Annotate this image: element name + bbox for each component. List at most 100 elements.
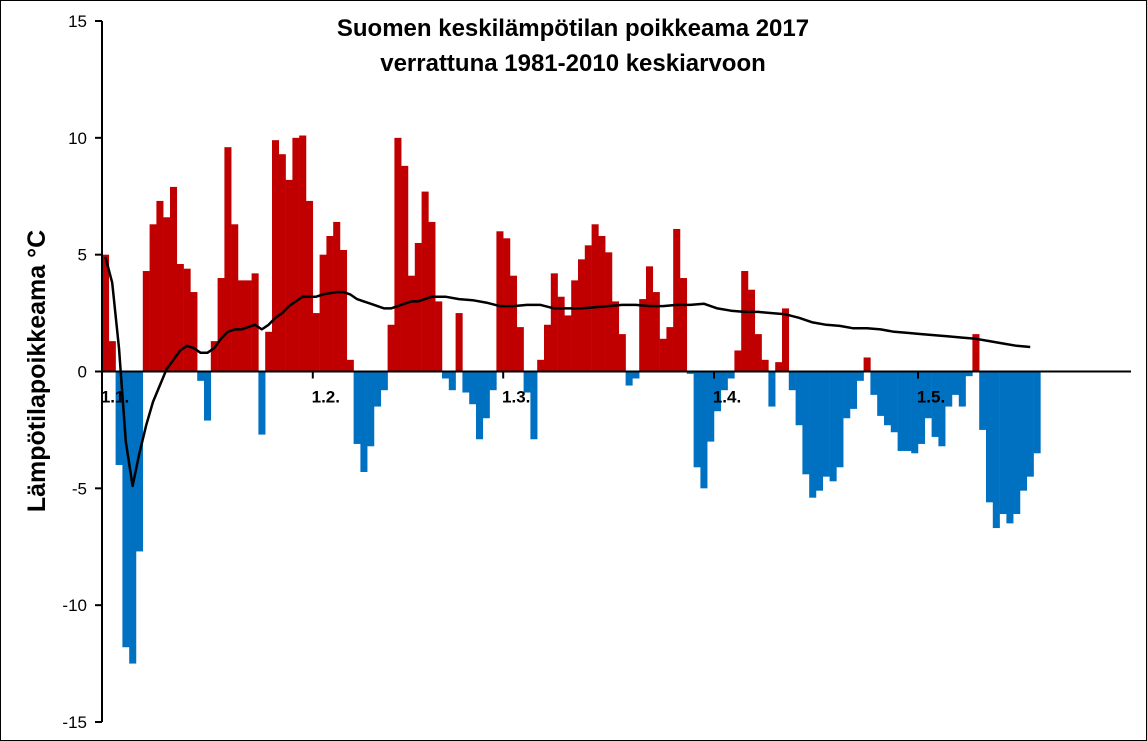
bar-positive <box>224 147 232 372</box>
bar-positive <box>564 315 572 372</box>
bar-positive <box>578 259 586 372</box>
bar-positive <box>217 278 225 372</box>
bar-positive <box>326 235 334 372</box>
bar-positive <box>272 140 280 372</box>
bar-positive <box>285 179 293 372</box>
y-tick-label: 10 <box>68 129 87 148</box>
bar-positive <box>333 221 341 372</box>
bar-positive <box>537 359 545 372</box>
y-tick-label: 0 <box>78 363 87 382</box>
bar-positive <box>754 334 762 372</box>
bar-negative <box>693 371 701 468</box>
bar-negative <box>129 371 137 664</box>
y-axis-label: Lämpötilapoikkeama °C <box>23 230 51 512</box>
bar-positive <box>387 324 395 372</box>
bar-positive <box>265 331 273 372</box>
bar-positive <box>435 301 443 372</box>
bar-negative <box>530 371 538 440</box>
bar-positive <box>775 362 783 372</box>
cumulative-mean-line <box>104 256 1031 488</box>
bar-negative <box>122 371 130 648</box>
bar-negative <box>714 371 722 412</box>
chart-subtitle: verrattuna 1981-2010 keskiarvoon <box>380 50 766 77</box>
x-tick-label: 1.1. <box>101 388 129 407</box>
y-tick-label: -10 <box>62 596 87 615</box>
bar-negative <box>1006 371 1014 524</box>
y-tick-label: 15 <box>68 12 87 31</box>
bar-negative <box>924 371 932 419</box>
bar-negative <box>489 371 497 391</box>
bar-negative <box>462 371 470 393</box>
bar-negative <box>911 371 919 454</box>
bar-negative <box>884 371 892 426</box>
bar-negative <box>877 371 885 416</box>
bar-positive <box>598 235 606 372</box>
bar-positive <box>176 264 184 372</box>
bar-positive <box>666 327 674 372</box>
bar-negative <box>938 371 946 447</box>
bar-negative <box>707 371 715 442</box>
bar-positive <box>319 254 327 372</box>
bar-negative <box>353 371 361 444</box>
bar-positive <box>605 252 613 372</box>
bar-negative <box>904 371 912 451</box>
bar-negative <box>476 371 484 440</box>
bar-negative <box>204 371 212 421</box>
bar-negative <box>986 371 994 503</box>
bar-negative <box>856 371 864 381</box>
bar-negative <box>482 371 490 419</box>
bar-negative <box>115 371 123 465</box>
bar-negative <box>442 371 450 379</box>
bar-positive <box>238 280 246 372</box>
bar-negative <box>788 371 796 391</box>
bar-negative <box>374 371 382 407</box>
bar-positive <box>571 280 579 372</box>
bar-negative <box>850 371 858 409</box>
bar-negative <box>1026 371 1034 477</box>
bar-positive <box>550 273 558 372</box>
bar-negative <box>700 371 708 489</box>
bar-positive <box>251 273 259 372</box>
bar-negative <box>999 371 1007 515</box>
bar-positive <box>496 231 504 372</box>
bar-negative <box>686 371 694 374</box>
bar-positive <box>346 359 354 372</box>
bar-positive <box>231 224 239 372</box>
bar-positive <box>163 217 171 372</box>
bar-positive <box>516 327 524 372</box>
bar-negative <box>367 371 375 447</box>
bar-positive <box>748 289 756 372</box>
bar-negative <box>979 371 987 430</box>
x-tick-label: 1.5. <box>917 388 945 407</box>
bar-positive <box>142 271 150 372</box>
bar-negative <box>136 371 144 552</box>
bar-negative <box>795 371 803 426</box>
bar-negative <box>945 371 953 407</box>
bar-positive <box>659 338 667 372</box>
bar-negative <box>829 371 837 482</box>
bar-negative <box>727 371 735 379</box>
bar-negative <box>890 371 898 433</box>
bar-negative <box>843 371 851 419</box>
y-tick-label: 5 <box>78 246 87 265</box>
bar-positive <box>734 350 742 372</box>
bar-positive <box>394 137 402 372</box>
bar-positive <box>170 186 178 372</box>
bar-negative <box>897 371 905 451</box>
bar-negative <box>768 371 776 407</box>
bar-negative <box>992 371 1000 529</box>
x-ticks: 1.1. 1.2. 1.3. 1.4. 1.5. <box>101 371 945 407</box>
y-ticks: 15 10 5 0 -5 -10 -15 <box>62 12 102 732</box>
bar-positive <box>102 254 110 372</box>
bar-negative <box>720 371 728 391</box>
bar-positive <box>673 228 681 372</box>
bar-positive <box>680 278 688 372</box>
bar-positive <box>183 268 191 372</box>
bar-positive <box>299 135 307 372</box>
bar-positive <box>340 249 348 372</box>
bar-positive <box>455 313 463 372</box>
bar-positive <box>972 334 980 372</box>
bar-negative <box>965 371 973 377</box>
bar-positive <box>414 242 422 372</box>
